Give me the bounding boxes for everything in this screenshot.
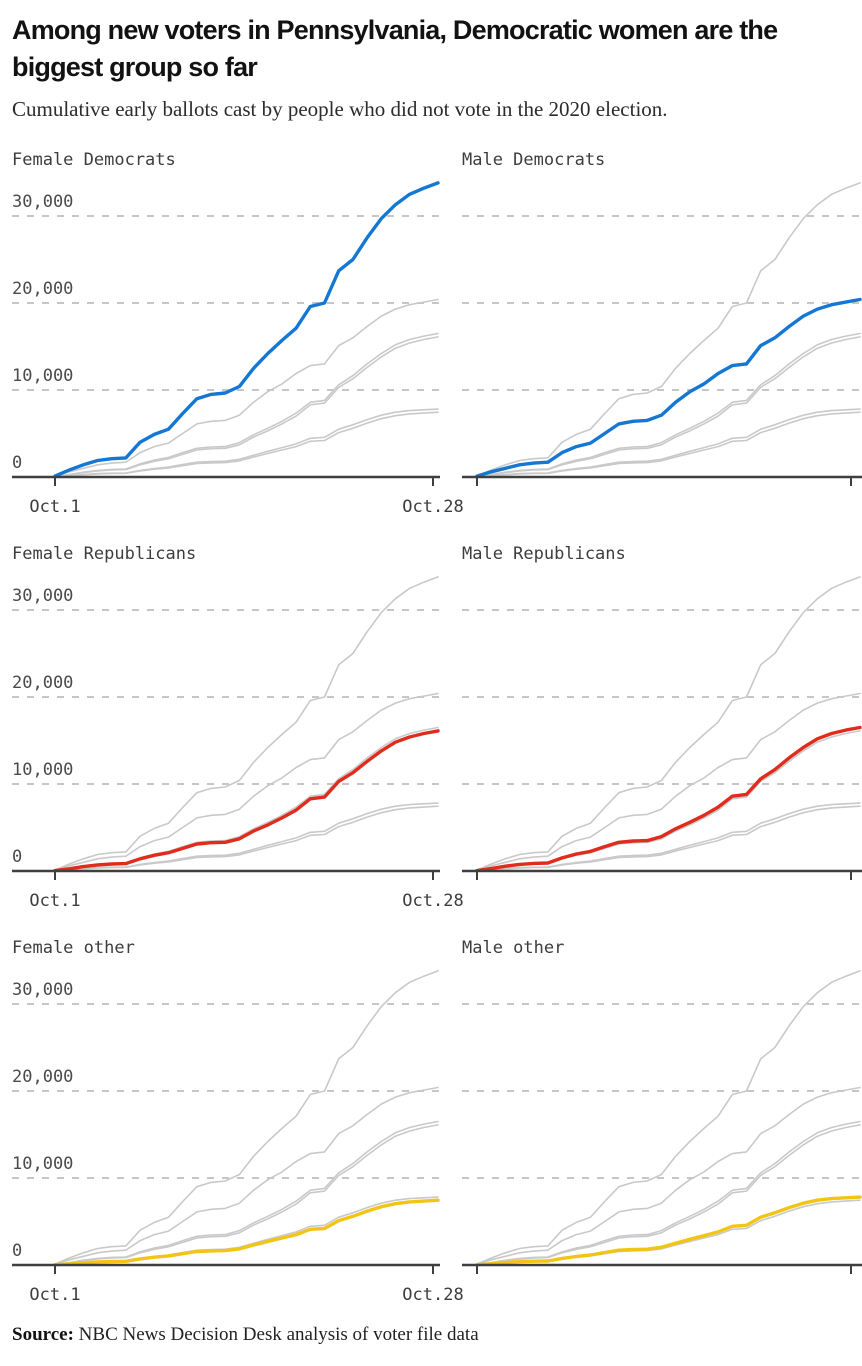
svg-text:10,000: 10,000 bbox=[12, 1154, 73, 1174]
panel-female-other: Female other 0 10,000 20,000 30,000 Oct.1 O… bbox=[12, 937, 464, 1308]
x-tick-label-oct28: Oct.28 bbox=[402, 1284, 464, 1305]
x-tick-label-oct1: Oct.1 bbox=[29, 890, 81, 911]
source-text: NBC News Decision Desk analysis of voter… bbox=[73, 1323, 479, 1345]
svg-text:20,000: 20,000 bbox=[12, 673, 73, 693]
chart-header: Among new voters in Pennsylvania, Democr… bbox=[12, 12, 862, 122]
chart-male-other bbox=[462, 969, 862, 1274]
page-title: Among new voters in Pennsylvania, Democr… bbox=[12, 15, 778, 83]
panel-title-male-other: Male other bbox=[462, 937, 565, 958]
svg-text:0: 0 bbox=[12, 1241, 22, 1261]
panel-male-other: Male other bbox=[462, 938, 862, 1308]
panel-female-republicans: Female Republicans 0 10,000 20,000 30,000 O… bbox=[12, 543, 464, 914]
panel-title-male-republicans: Male Republicans bbox=[462, 543, 626, 564]
source-label: Source: bbox=[12, 1323, 74, 1345]
chart-male-republicans bbox=[462, 575, 862, 880]
x-axis-labels: Oct.1 Oct.28 bbox=[12, 1276, 463, 1308]
chart-female-republicans: 0 10,000 20,000 30,000 bbox=[12, 575, 440, 880]
x-axis-labels: Oct.1 Oct.28 bbox=[12, 882, 463, 914]
chart-male-democrats bbox=[462, 181, 862, 486]
chart-female-other: 0 10,000 20,000 30,000 bbox=[12, 969, 440, 1274]
svg-text:30,000: 30,000 bbox=[12, 192, 73, 212]
x-tick-label-oct1: Oct.1 bbox=[29, 496, 81, 517]
svg-text:30,000: 30,000 bbox=[12, 586, 73, 606]
x-axis-labels: Oct.1 Oct.28 bbox=[12, 488, 463, 520]
panel-female-democrats: Female Democrats 0 10,000 20,000 30,000 Oct… bbox=[12, 149, 464, 520]
svg-text:10,000: 10,000 bbox=[12, 366, 73, 386]
svg-text:30,000: 30,000 bbox=[12, 980, 73, 1000]
svg-text:0: 0 bbox=[12, 847, 22, 867]
chart-footer: Source: NBC News Decision Desk analysis … bbox=[12, 1324, 862, 1346]
chart-female-democrats: 0 10,000 20,000 30,000 bbox=[12, 180, 440, 486]
svg-text:10,000: 10,000 bbox=[12, 760, 73, 780]
source-line: Source: NBC News Decision Desk analysis … bbox=[12, 1324, 862, 1346]
page-subtitle: Cumulative early ballots cast by people … bbox=[12, 96, 668, 121]
svg-text:0: 0 bbox=[12, 453, 22, 473]
svg-text:20,000: 20,000 bbox=[12, 279, 73, 299]
svg-text:20,000: 20,000 bbox=[12, 1067, 73, 1087]
x-tick-label-oct28: Oct.28 bbox=[402, 890, 464, 911]
panel-title-female-other: Female other bbox=[12, 937, 135, 958]
panel-male-democrats: Male Democrats bbox=[462, 150, 862, 520]
panel-title-male-democrats: Male Democrats bbox=[462, 149, 606, 170]
panel-title-female-democrats: Female Democrats bbox=[12, 149, 176, 170]
x-tick-label-oct28: Oct.28 bbox=[402, 496, 464, 517]
panel-male-republicans: Male Republicans bbox=[462, 544, 862, 914]
x-tick-label-oct1: Oct.1 bbox=[29, 1284, 81, 1305]
small-multiples-grid: Female Democrats 0 10,000 20,000 30,000 Oct… bbox=[12, 150, 862, 1308]
panel-title-female-republicans: Female Republicans bbox=[12, 543, 197, 564]
